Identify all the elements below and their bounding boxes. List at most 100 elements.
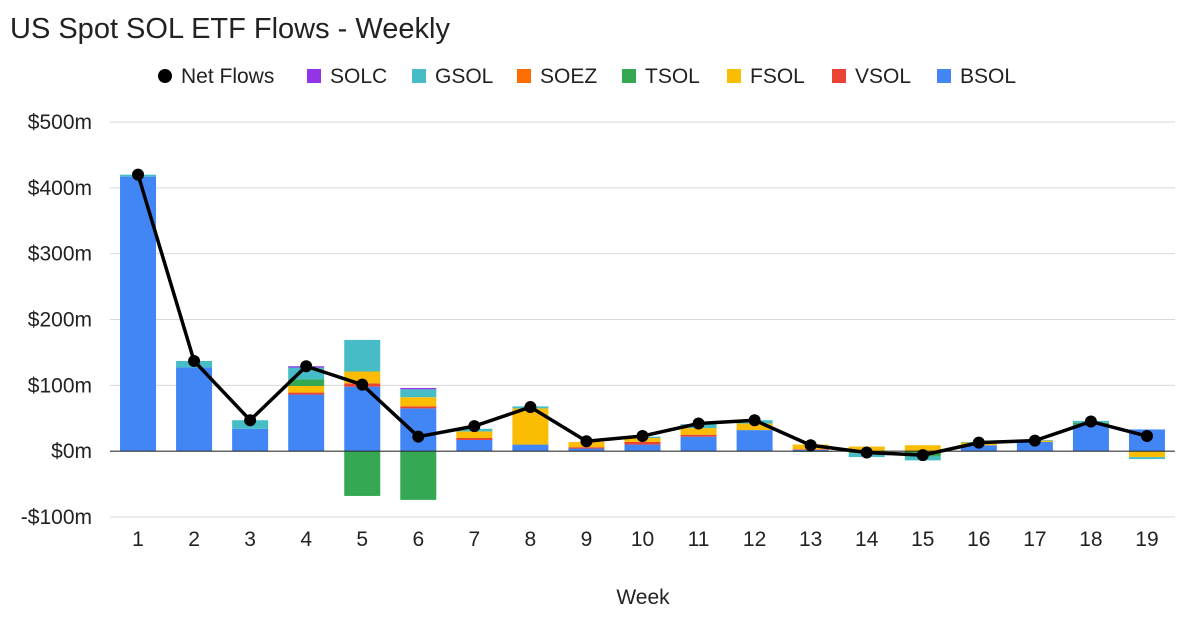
y-tick-label: $400m xyxy=(28,177,92,200)
net-flows-point xyxy=(692,417,705,430)
legend-label-net-flows: Net Flows xyxy=(181,65,274,88)
legend-swatch-soez xyxy=(517,69,531,83)
bar-bsol xyxy=(120,176,157,452)
legend-label-tsol: TSOL xyxy=(645,65,700,88)
net-flows-point xyxy=(972,436,985,449)
legend-swatch-tsol xyxy=(622,69,636,83)
net-flows-point xyxy=(1140,430,1153,443)
legend-swatch-solc xyxy=(307,69,321,83)
bar-bsol xyxy=(1072,424,1109,452)
x-tick-label: 18 xyxy=(1079,528,1102,551)
bar-fsol xyxy=(288,385,325,393)
bar-bsol xyxy=(624,444,661,452)
x-tick-label: 12 xyxy=(743,528,766,551)
bar-vsol xyxy=(400,406,437,409)
net-flows-point xyxy=(132,168,145,181)
net-flows-point xyxy=(1028,434,1041,447)
net-flows-line xyxy=(132,168,1153,462)
bar-fsol xyxy=(1128,451,1165,458)
chart-title: US Spot SOL ETF Flows - Weekly xyxy=(10,13,450,45)
net-flows-point xyxy=(524,401,537,414)
legend-label-bsol: BSOL xyxy=(960,65,1016,88)
y-tick-label: $500m xyxy=(28,111,92,134)
x-tick-label: 15 xyxy=(911,528,934,551)
legend: Net Flows SOLC GSOL SOEZ TSOL FSOL VSOL BSOL xyxy=(158,65,1016,88)
bar-vsol xyxy=(624,441,661,445)
legend-label-vsol: VSOL xyxy=(855,65,911,88)
net-flows-point xyxy=(1084,415,1097,428)
legend-swatch-gsol xyxy=(412,69,426,83)
bar-bsol xyxy=(512,444,549,452)
legend-swatch-bsol xyxy=(937,69,951,83)
net-flows-point xyxy=(860,446,873,459)
legend-swatch-vsol xyxy=(832,69,846,83)
y-tick-label: $0m xyxy=(51,440,92,463)
net-flows-point xyxy=(300,360,313,373)
x-tick-label: 1 xyxy=(132,528,144,551)
x-tick-label: 2 xyxy=(188,528,200,551)
bar-tsol xyxy=(400,451,437,500)
bar-gsol xyxy=(400,389,437,398)
bar-tsol xyxy=(288,379,325,386)
bar-bsol xyxy=(232,428,269,452)
bar-tsol xyxy=(344,451,381,496)
net-flows-point xyxy=(748,414,761,427)
net-flows-point xyxy=(636,430,649,443)
x-tick-label: 11 xyxy=(688,528,710,551)
bar-vsol xyxy=(568,447,605,449)
bar-vsol xyxy=(680,434,717,437)
bar-bsol xyxy=(456,439,493,452)
x-axis-title: Week xyxy=(616,586,670,609)
x-tick-label: 14 xyxy=(855,528,879,551)
x-tick-label: 3 xyxy=(244,528,256,551)
net-flows-point xyxy=(468,420,481,433)
bar-vsol xyxy=(288,392,325,395)
bar-gsol xyxy=(288,367,325,380)
y-tick-label: -$100m xyxy=(21,506,92,529)
legend-label-gsol: GSOL xyxy=(435,65,493,88)
bar-bsol xyxy=(680,436,717,452)
net-flows-point xyxy=(244,414,257,427)
bar-bsol xyxy=(288,394,325,452)
y-tick-label: $200m xyxy=(28,309,92,332)
x-tick-label: 19 xyxy=(1135,528,1158,551)
x-tick-label: 13 xyxy=(799,528,822,551)
x-tick-label: 17 xyxy=(1023,528,1046,551)
net-flows-point xyxy=(580,435,593,448)
bar-fsol xyxy=(344,371,381,384)
y-tick-label: $100m xyxy=(28,374,92,397)
bar-bsol xyxy=(736,430,773,452)
bar-gsol xyxy=(1128,457,1165,460)
x-axis-ticks: 1 2 3 4 5 6 7 8 9 10 11 12 13 14 15 16 17 18 19 xyxy=(132,528,1158,551)
x-tick-label: 8 xyxy=(525,528,537,551)
bar-bsol xyxy=(400,408,437,452)
x-tick-label: 10 xyxy=(631,528,654,551)
bar-bsol xyxy=(176,367,213,452)
legend-label-fsol: FSOL xyxy=(750,65,805,88)
bar-fsol xyxy=(456,431,493,438)
x-tick-label: 5 xyxy=(356,528,368,551)
net-flows-point xyxy=(412,430,425,443)
bar-bsol xyxy=(568,448,605,452)
bar-fsol xyxy=(904,445,941,452)
y-tick-label: $300m xyxy=(28,243,92,266)
legend-label-solc: SOLC xyxy=(330,65,387,88)
y-axis-ticks: -$100m $0m $100m $200m $300m $400m $500m xyxy=(21,111,92,529)
x-tick-label: 4 xyxy=(300,528,312,551)
net-flows-point xyxy=(916,449,929,462)
bar-fsol xyxy=(736,423,773,431)
net-flows-point xyxy=(188,354,201,367)
bar-fsol xyxy=(400,397,437,407)
bar-fsol xyxy=(680,428,717,435)
gridlines xyxy=(110,121,1175,518)
legend-marker-net-flows xyxy=(158,69,172,83)
x-tick-label: 6 xyxy=(412,528,424,551)
x-tick-label: 7 xyxy=(468,528,480,551)
bar-vsol xyxy=(456,438,493,440)
x-tick-label: 16 xyxy=(967,528,990,551)
net-flows-point xyxy=(356,378,369,391)
bar-gsol xyxy=(344,339,381,372)
legend-label-soez: SOEZ xyxy=(540,65,597,88)
net-flows-point xyxy=(804,439,817,452)
bar-solc xyxy=(400,387,437,390)
